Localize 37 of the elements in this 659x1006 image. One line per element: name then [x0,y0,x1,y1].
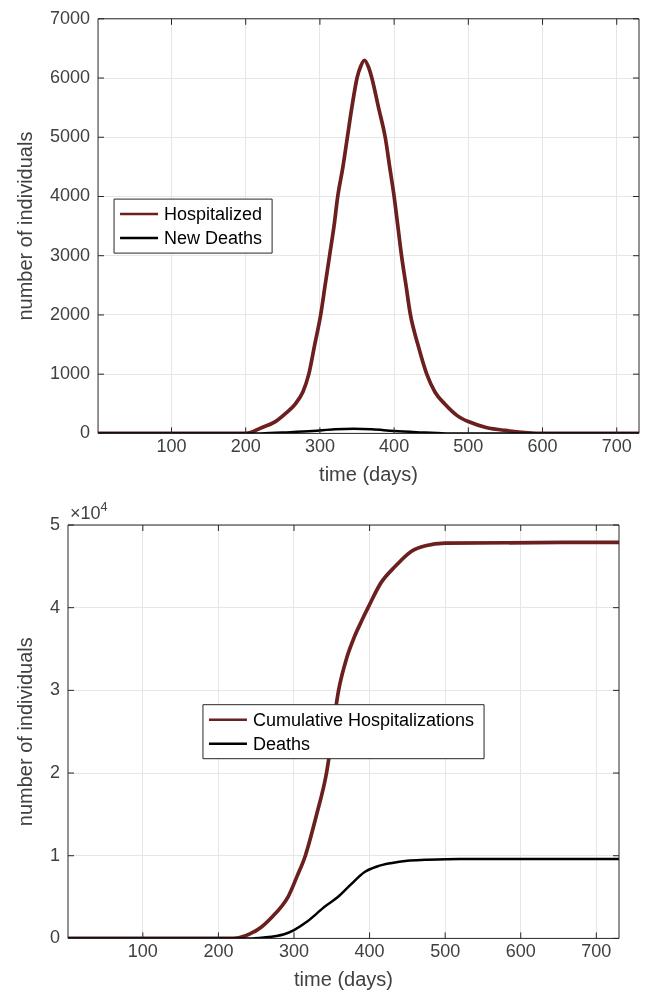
x-tick-label: 300 [304,436,335,457]
x-tick-label: 700 [601,436,632,457]
legend-label: New Deaths [164,228,263,249]
y-tick-label: 0 [50,927,61,948]
x-tick-label: 700 [581,941,612,962]
x-axis-title: time (days) [294,967,393,990]
x-tick-label: 500 [430,941,461,962]
y-tick-label: 3000 [50,244,91,265]
x-axis-title: time (days) [319,462,418,485]
y-tick-label: 1 [50,844,61,865]
legend-label: Hospitalized [164,204,263,225]
y-axis-title: number of individuals [13,131,36,321]
y-tick-label: 5000 [50,126,91,147]
y-tick-label: 3 [50,679,61,700]
x-tick-label: 500 [453,436,484,457]
line-series [68,857,619,939]
x-tick-label: 400 [354,941,385,962]
y-tick-label: 7000 [50,7,91,28]
x-tick-label: 100 [156,436,187,457]
legend-label: Cumulative Hospitalizations [252,709,475,730]
x-tick-label: 100 [127,941,158,962]
y-tick-label: 4000 [50,185,91,206]
x-tick-label: 200 [230,436,261,457]
x-tick-label: 300 [278,941,310,962]
y-tick-label: 6000 [50,67,91,87]
y-tick-label: 0 [80,422,91,443]
x-tick-label: 400 [379,436,410,457]
y-tick-label: 2000 [50,303,91,324]
x-tick-label: 600 [505,941,536,962]
y-tick-label: 5 [50,513,61,534]
y-axis-title: number of individuals [13,637,36,827]
legend-label: Deaths [252,733,310,754]
y-tick-label: 1000 [50,363,91,384]
x-tick-label: 200 [203,941,234,962]
y-tick-label: 4 [50,596,61,617]
x-tick-label: 600 [527,436,558,457]
y-tick-label: 2 [50,762,61,783]
